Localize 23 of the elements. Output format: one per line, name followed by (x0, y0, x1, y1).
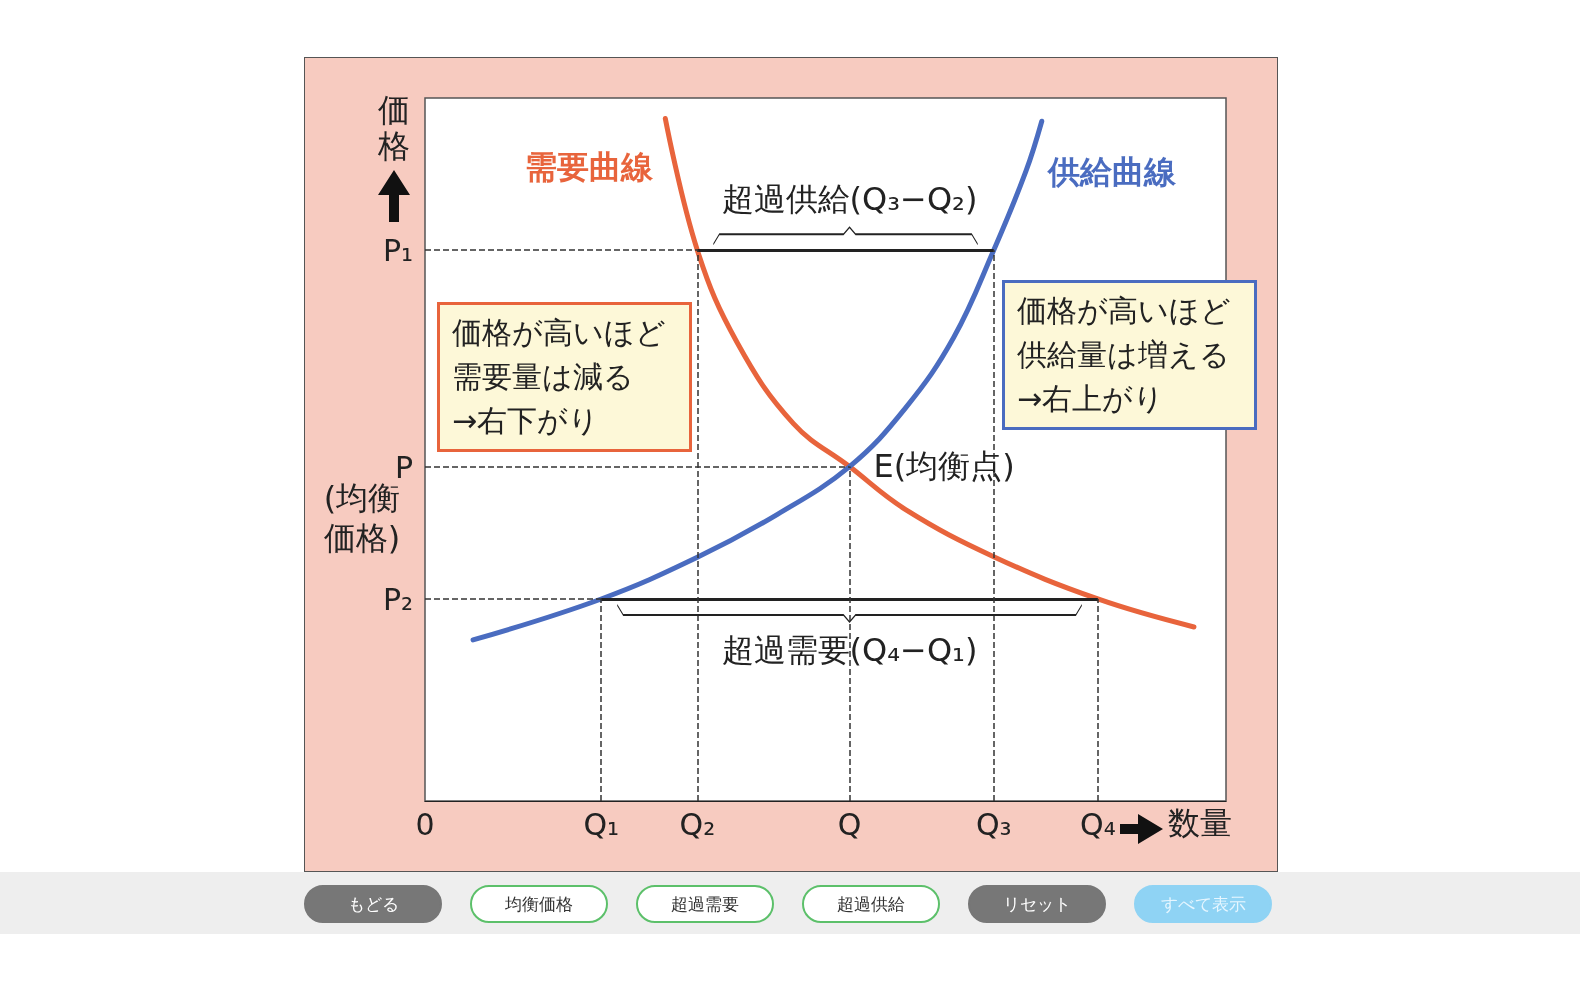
text: リセット (968, 885, 1106, 923)
annotation: 超過供給(Q₃−Q₂) (721, 179, 978, 221)
y-axis-title: 価格 (377, 91, 411, 165)
x-tick-label: Q₂ (679, 806, 716, 842)
annotation: E(均衡点) (873, 445, 1015, 487)
annotation: 超過需要(Q₄−Q₁) (721, 629, 978, 671)
text: すべて表示 (1134, 885, 1272, 923)
x-tick-label: Q (837, 806, 862, 842)
text: 均衡価格 (470, 885, 608, 923)
x-axis-title: 数量 (1168, 803, 1232, 844)
x-tick-label: 0 (415, 806, 435, 842)
annotation: 価格が高いほど供給量は増える→右上がり (1017, 292, 1232, 418)
series-label: 需要曲線 (525, 147, 654, 189)
text: もどる (304, 885, 442, 923)
ref-line-label: P₁ (382, 232, 413, 268)
x-tick-label: Q₃ (975, 806, 1012, 842)
text: 超過供給 (802, 885, 940, 923)
text: 超過需要 (636, 885, 774, 923)
ref-line-label: P₂ (382, 581, 413, 617)
series-label: 供給曲線 (1047, 152, 1176, 194)
x-tick-label: Q₁ (583, 806, 620, 842)
x-tick-label: Q₄ (1080, 806, 1116, 842)
annotation: 価格が高いほど需要量は減る→右下がり (452, 314, 667, 440)
